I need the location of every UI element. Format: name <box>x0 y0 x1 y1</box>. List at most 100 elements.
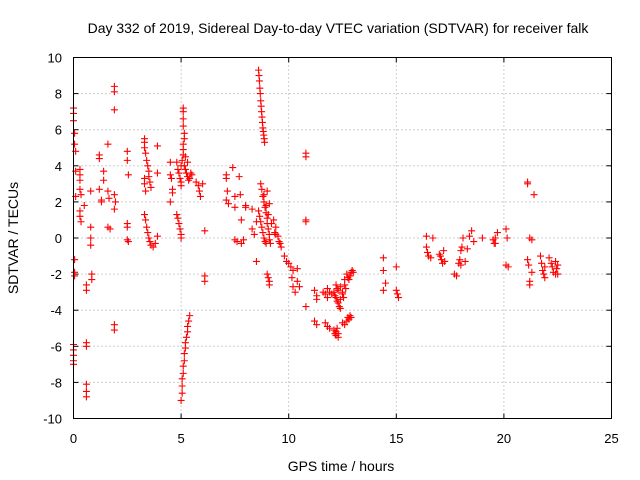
data-point <box>231 192 239 200</box>
data-point <box>263 270 271 278</box>
data-point <box>180 357 188 365</box>
data-point <box>123 147 131 155</box>
data-point <box>252 257 260 265</box>
data-point <box>259 192 267 200</box>
data-point <box>302 153 310 161</box>
x-tick-label: 5 <box>177 431 184 446</box>
x-axis-label: GPS time / hours <box>288 458 395 474</box>
data-point <box>71 272 79 280</box>
data-point <box>177 234 185 242</box>
data-point <box>123 236 131 244</box>
data-point <box>311 317 319 325</box>
data-point <box>323 285 331 293</box>
data-point <box>272 223 280 231</box>
data-point <box>379 266 387 274</box>
data-point <box>178 382 186 390</box>
data-point <box>95 155 103 163</box>
data-point <box>453 272 461 280</box>
data-point <box>143 223 151 231</box>
y-tick-label: -2 <box>50 267 62 282</box>
data-point <box>240 236 248 244</box>
y-tick-label: 4 <box>55 159 62 174</box>
data-point <box>274 232 282 240</box>
x-tick-label: 10 <box>281 431 295 446</box>
data-point <box>503 234 511 242</box>
data-point <box>82 286 90 294</box>
data-point <box>111 198 119 206</box>
data-point <box>321 290 329 298</box>
data-point <box>201 277 209 285</box>
data-point <box>255 207 263 215</box>
y-tick-label: -4 <box>50 303 62 318</box>
y-tick-label: -6 <box>50 339 62 354</box>
data-point <box>180 350 188 358</box>
data-point <box>264 274 272 282</box>
data-point <box>526 281 534 289</box>
data-point <box>257 180 265 188</box>
data-point <box>142 149 150 157</box>
data-point <box>332 281 340 289</box>
data-point <box>201 227 209 235</box>
data-point <box>260 234 268 242</box>
data-point <box>179 115 187 123</box>
y-tick-label: 8 <box>55 87 62 102</box>
data-point <box>153 142 161 150</box>
data-point <box>463 245 471 253</box>
data-point <box>229 164 237 172</box>
data-point <box>285 259 293 267</box>
data-point <box>289 266 297 274</box>
data-point <box>77 218 85 226</box>
data-point <box>179 362 187 370</box>
data-point <box>185 317 193 325</box>
data-point <box>104 140 112 148</box>
data-point <box>166 158 174 166</box>
data-point <box>166 171 174 179</box>
data-point <box>144 229 152 237</box>
data-point <box>151 239 159 247</box>
data-point <box>311 286 319 294</box>
data-point <box>256 212 264 220</box>
data-point <box>429 234 437 242</box>
data-point <box>260 191 268 199</box>
data-point <box>343 270 351 278</box>
data-point <box>173 158 181 166</box>
data-point <box>344 274 352 282</box>
data-point <box>427 254 435 262</box>
data-point <box>538 259 546 267</box>
data-point <box>142 216 150 224</box>
data-point <box>504 263 512 271</box>
data-point <box>265 281 273 289</box>
data-point <box>262 239 270 247</box>
data-point <box>256 90 264 98</box>
data-point <box>174 165 182 173</box>
data-point <box>180 162 188 170</box>
data-point <box>263 187 271 195</box>
data-point <box>259 229 267 237</box>
data-point <box>379 254 387 262</box>
plot-frame <box>73 57 612 419</box>
data-point <box>167 174 175 182</box>
data-point <box>264 225 272 233</box>
data-point <box>143 156 151 164</box>
data-point <box>295 283 303 291</box>
data-point <box>149 243 157 251</box>
data-point <box>548 263 556 271</box>
data-point <box>177 396 185 404</box>
data-point <box>265 200 273 208</box>
data-point <box>87 234 95 242</box>
data-point <box>250 230 258 238</box>
data-point <box>179 140 187 148</box>
data-point <box>181 153 189 161</box>
data-point <box>106 225 114 233</box>
data-point <box>392 286 400 294</box>
data-point <box>110 88 118 96</box>
data-point <box>333 324 341 332</box>
data-point <box>349 268 357 276</box>
data-point <box>188 171 196 179</box>
data-point <box>441 257 449 265</box>
data-point <box>110 191 118 199</box>
data-point <box>528 268 536 276</box>
data-point <box>547 259 555 267</box>
data-point <box>458 243 466 251</box>
data-point <box>340 294 348 302</box>
